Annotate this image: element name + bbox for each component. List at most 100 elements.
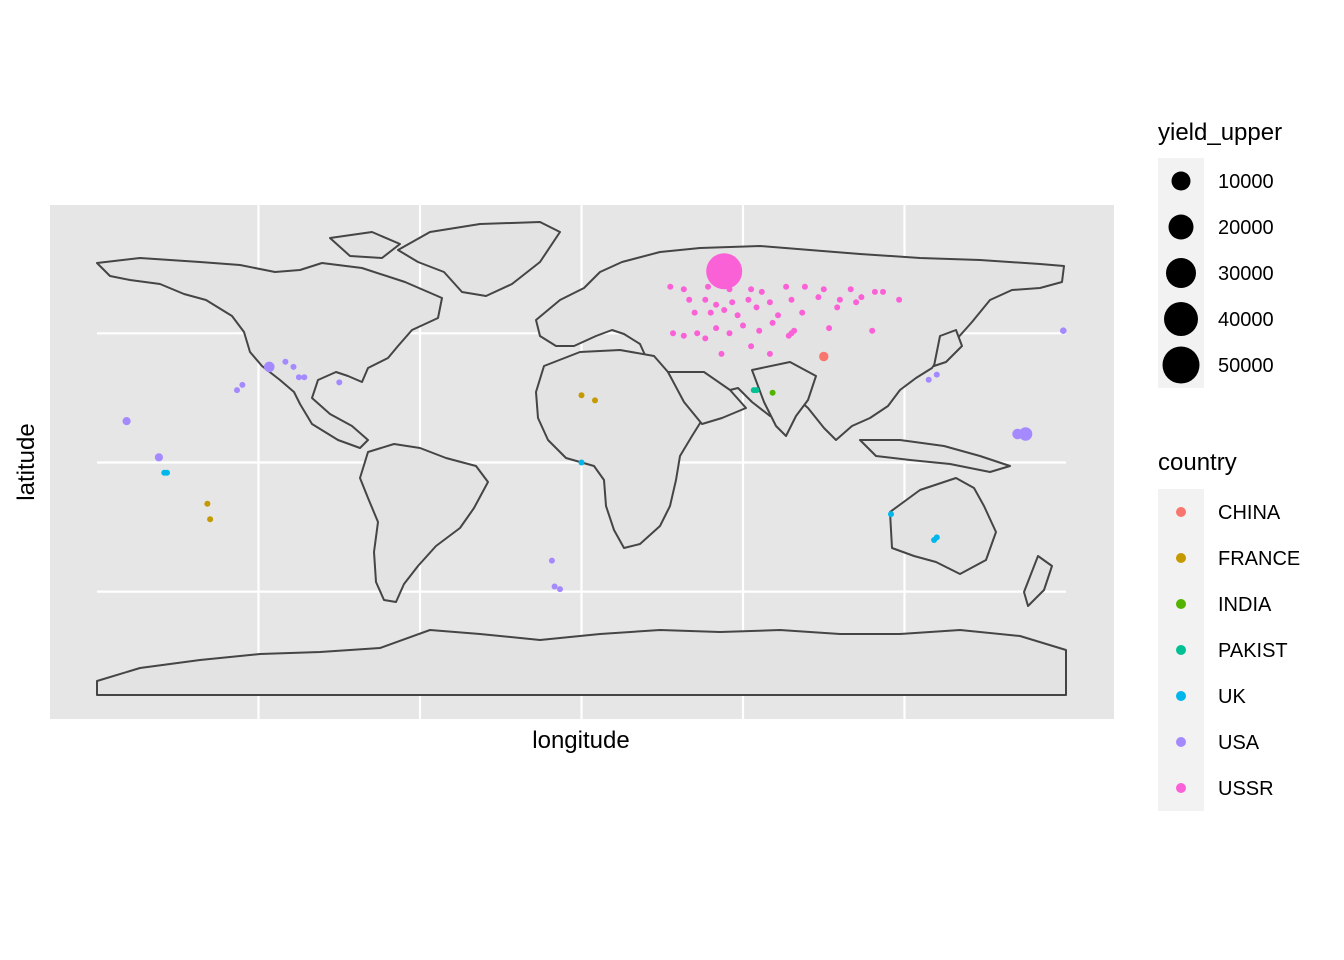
data-point-usa: [234, 387, 240, 394]
data-point-ussr: [748, 343, 755, 350]
data-point-usa: [239, 381, 246, 388]
color-legend-label: USA: [1218, 732, 1260, 754]
data-point-ussr: [667, 283, 674, 290]
size-legend-items: 10000 20000 30000 40000 50000: [1162, 171, 1274, 384]
data-point-ussr: [686, 296, 693, 303]
color-legend-key: [1176, 507, 1186, 517]
data-point-ussr: [702, 335, 709, 342]
x-axis-title: longitude: [532, 727, 629, 754]
data-point-usa: [290, 363, 297, 370]
data-point-ussr: [834, 304, 841, 311]
data-point-ussr: [748, 286, 755, 293]
data-point-usa: [295, 374, 302, 381]
data-point-ussr: [706, 253, 743, 290]
data-point-ussr: [670, 330, 676, 337]
color-legend-key: [1176, 783, 1186, 793]
data-point-ussr: [740, 322, 746, 329]
data-point-ussr: [726, 330, 733, 337]
landmass-arabian-peninsula: [667, 371, 747, 425]
data-point-ussr: [691, 309, 698, 316]
data-point-ussr: [896, 296, 903, 303]
landmass-japan: [933, 329, 963, 367]
size-legend-label: 40000: [1218, 309, 1274, 331]
size-legend-title: yield_upper: [1158, 119, 1282, 146]
color-legend-key: [1176, 691, 1186, 701]
size-legend: yield_upper 10000 20000 30000 40000 50000: [1158, 119, 1282, 388]
data-point-usa: [933, 371, 940, 378]
data-point-ussr: [791, 327, 798, 334]
color-legend-label: INDIA: [1218, 594, 1272, 616]
data-point-ussr: [820, 286, 827, 293]
data-point-ussr: [726, 286, 733, 293]
data-point-uk: [578, 459, 585, 466]
data-point-ussr: [713, 325, 720, 332]
data-point-uk: [164, 469, 170, 476]
data-point-france: [592, 397, 598, 404]
data-point-ussr: [853, 299, 860, 306]
data-point-ussr: [815, 294, 822, 301]
data-point-china: [819, 351, 829, 362]
data-point-ussr: [826, 325, 833, 332]
data-point-usa: [301, 374, 308, 381]
color-legend-label: UK: [1218, 686, 1246, 708]
data-point-ussr: [729, 299, 736, 306]
color-legend-key: [1176, 645, 1186, 655]
data-point-ussr: [707, 309, 714, 316]
size-legend-label: 20000: [1218, 217, 1274, 239]
data-point-pakist: [753, 387, 760, 394]
data-point-ussr: [871, 288, 878, 295]
data-point-usa: [548, 557, 555, 564]
color-legend-title: country: [1158, 449, 1237, 476]
data-point-ussr: [680, 286, 687, 293]
data-point-ussr: [756, 327, 763, 334]
data-point-usa: [1018, 427, 1033, 441]
color-legend-label: USSR: [1218, 778, 1274, 800]
data-point-france: [204, 500, 211, 507]
size-legend-key: [1171, 171, 1191, 191]
landmass-arctic-islands: [329, 231, 401, 259]
data-point-ussr: [847, 286, 854, 293]
data-point-usa: [336, 379, 343, 386]
data-point-ussr: [766, 299, 773, 306]
data-point-uk: [888, 511, 894, 518]
data-point-ussr: [694, 330, 701, 337]
data-point-ussr: [718, 350, 725, 357]
data-point-ussr: [702, 296, 709, 303]
data-point-ussr: [705, 283, 711, 290]
landmass-new-zealand: [1023, 555, 1053, 607]
data-point-ussr: [766, 350, 773, 357]
landmass-africa: [535, 349, 703, 549]
nuclear-test-points: [122, 253, 1067, 593]
y-axis-title: latitude: [13, 423, 40, 500]
color-legend-key: [1176, 737, 1186, 747]
data-point-ussr: [745, 296, 752, 303]
size-legend-label: 10000: [1218, 171, 1274, 193]
landmass-antarctica: [96, 629, 1067, 696]
data-point-uk: [931, 537, 938, 543]
data-point-ussr: [758, 288, 765, 295]
data-point-ussr: [734, 312, 741, 319]
data-point-ussr: [769, 319, 776, 326]
data-point-ussr: [836, 296, 843, 303]
data-point-usa: [1060, 327, 1067, 335]
data-point-usa: [557, 586, 563, 593]
data-point-ussr: [785, 332, 792, 339]
landmass-southeast-asia-islands: [859, 439, 1011, 473]
landmass-australia: [889, 477, 997, 575]
color-legend: country CHINA FRANCE INDIA PAKIST UK USA USSR: [1158, 449, 1300, 811]
size-legend-label: 50000: [1218, 355, 1274, 377]
data-point-ussr: [880, 288, 886, 295]
data-point-india: [769, 389, 776, 396]
color-legend-label: FRANCE: [1218, 548, 1300, 570]
size-legend-key: [1162, 346, 1200, 384]
world-map-landmasses: [96, 221, 1067, 696]
size-legend-key: [1168, 214, 1194, 240]
size-legend-label: 30000: [1218, 263, 1274, 285]
data-point-usa: [282, 358, 289, 365]
data-point-ussr: [713, 301, 720, 308]
color-legend-key: [1176, 553, 1186, 563]
landmass-north-america: [96, 257, 443, 449]
data-point-france: [207, 516, 214, 523]
data-point-ussr: [858, 294, 865, 301]
data-point-ussr: [788, 296, 795, 303]
